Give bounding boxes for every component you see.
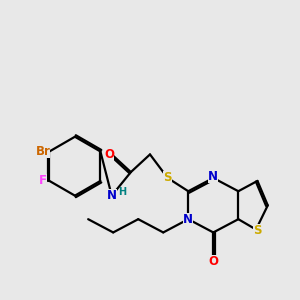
- Text: N: N: [107, 189, 117, 202]
- Text: N: N: [208, 170, 218, 183]
- Text: S: S: [164, 172, 172, 184]
- Text: O: O: [208, 255, 218, 268]
- Text: O: O: [104, 148, 114, 161]
- Text: S: S: [253, 224, 262, 237]
- Text: H: H: [118, 187, 126, 197]
- Text: Br: Br: [35, 145, 50, 158]
- Text: N: N: [183, 213, 193, 226]
- Text: F: F: [39, 174, 47, 188]
